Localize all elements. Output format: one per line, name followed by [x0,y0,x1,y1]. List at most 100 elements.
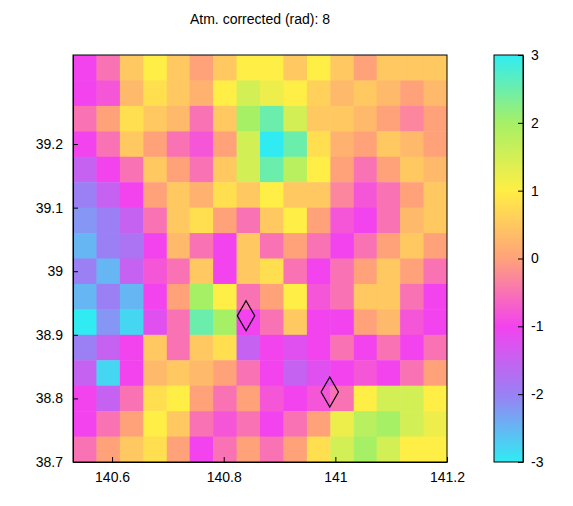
heat-cell [120,309,144,335]
heat-cell [237,208,261,234]
tick: 38.9 [36,327,78,343]
tick-label: 38.9 [36,327,63,343]
heat-cell [283,386,307,412]
heat-cell [73,55,97,81]
heat-cell [354,55,378,81]
heat-cell [213,386,237,412]
heat-cell [260,411,284,437]
heat-cell [260,309,284,335]
heat-cell [377,309,401,335]
heat-cell [190,182,214,208]
heat-cell [377,233,401,259]
heat-cell [377,157,401,183]
heat-cell [400,208,424,234]
y-axis: 38.738.838.93939.139.2 [36,56,78,470]
axis-line [73,56,74,463]
heat-cell [213,360,237,386]
heat-cell [283,284,307,310]
heat-cell [73,80,97,106]
heat-cell [96,233,120,259]
tick-label: 0 [531,250,539,266]
heat-cell [283,360,307,386]
tick-label: -3 [531,454,544,470]
heat-cell [330,437,354,462]
heat-cell [260,386,284,412]
heat-cell [283,131,307,157]
heat-cell [213,106,237,132]
heat-cell [96,182,120,208]
heat-cell [213,233,237,259]
heat-cell [400,259,424,285]
heat-cell [96,284,120,310]
heat-cell [190,131,214,157]
heat-cell [237,386,261,412]
heat-cell [260,157,284,183]
heat-cell [120,437,144,462]
heat-cell [73,131,97,157]
heat-cell [354,309,378,335]
tick-label: 39.1 [36,200,63,216]
heat-cell [143,182,167,208]
heat-cell [120,182,144,208]
heat-cell [213,437,237,462]
tick: 39.1 [36,200,78,216]
heat-cell [73,208,97,234]
tick-mark [73,208,78,209]
heat-cell [424,80,447,106]
heat-cell [377,437,401,462]
heat-cell [400,360,424,386]
heat-cell [190,335,214,361]
heat-cell [190,157,214,183]
heat-cell [120,411,144,437]
heat-cell [424,309,447,335]
heat-cell [283,335,307,361]
tick-label: 140.8 [207,469,242,485]
tick-label: 141 [324,469,348,485]
heat-cell [120,360,144,386]
heat-cell [330,157,354,183]
heat-cell [120,106,144,132]
heat-cell [424,284,447,310]
heat-cell [73,233,97,259]
heat-cell [190,437,214,462]
tick-mark [73,398,78,399]
colorbar [494,55,523,462]
heat-cell [260,284,284,310]
heat-cell [96,106,120,132]
heat-cell [283,55,307,81]
heat-cell [307,106,331,132]
heat-cell [377,55,401,81]
heat-cell [330,309,354,335]
heat-cell [73,157,97,183]
heat-cell [424,157,447,183]
heat-cell [330,131,354,157]
heat-cell [237,80,261,106]
heat-cell [330,284,354,310]
heat-cell [143,208,167,234]
heat-cell [400,437,424,462]
heat-cell [260,208,284,234]
heat-cell [120,55,144,81]
tick: 39.2 [36,136,78,152]
heat-cell [237,157,261,183]
heat-cell [213,259,237,285]
heat-cell [377,386,401,412]
tick: -1 [518,318,544,334]
tick-mark [518,123,523,124]
heat-cell [377,360,401,386]
axis-line [74,462,448,463]
heat-cell [424,386,447,412]
heat-cell [260,80,284,106]
heat-cell [354,259,378,285]
heat-cell [143,386,167,412]
colorbar-axis: -3-2-10123 [518,47,544,470]
heat-cell [143,80,167,106]
heat-cell [167,284,191,310]
heat-cell [354,411,378,437]
heat-cell [167,360,191,386]
heat-cell [96,437,120,462]
heat-cell [283,309,307,335]
heat-cell [73,360,97,386]
heat-cell [307,309,331,335]
heat-cell [377,259,401,285]
